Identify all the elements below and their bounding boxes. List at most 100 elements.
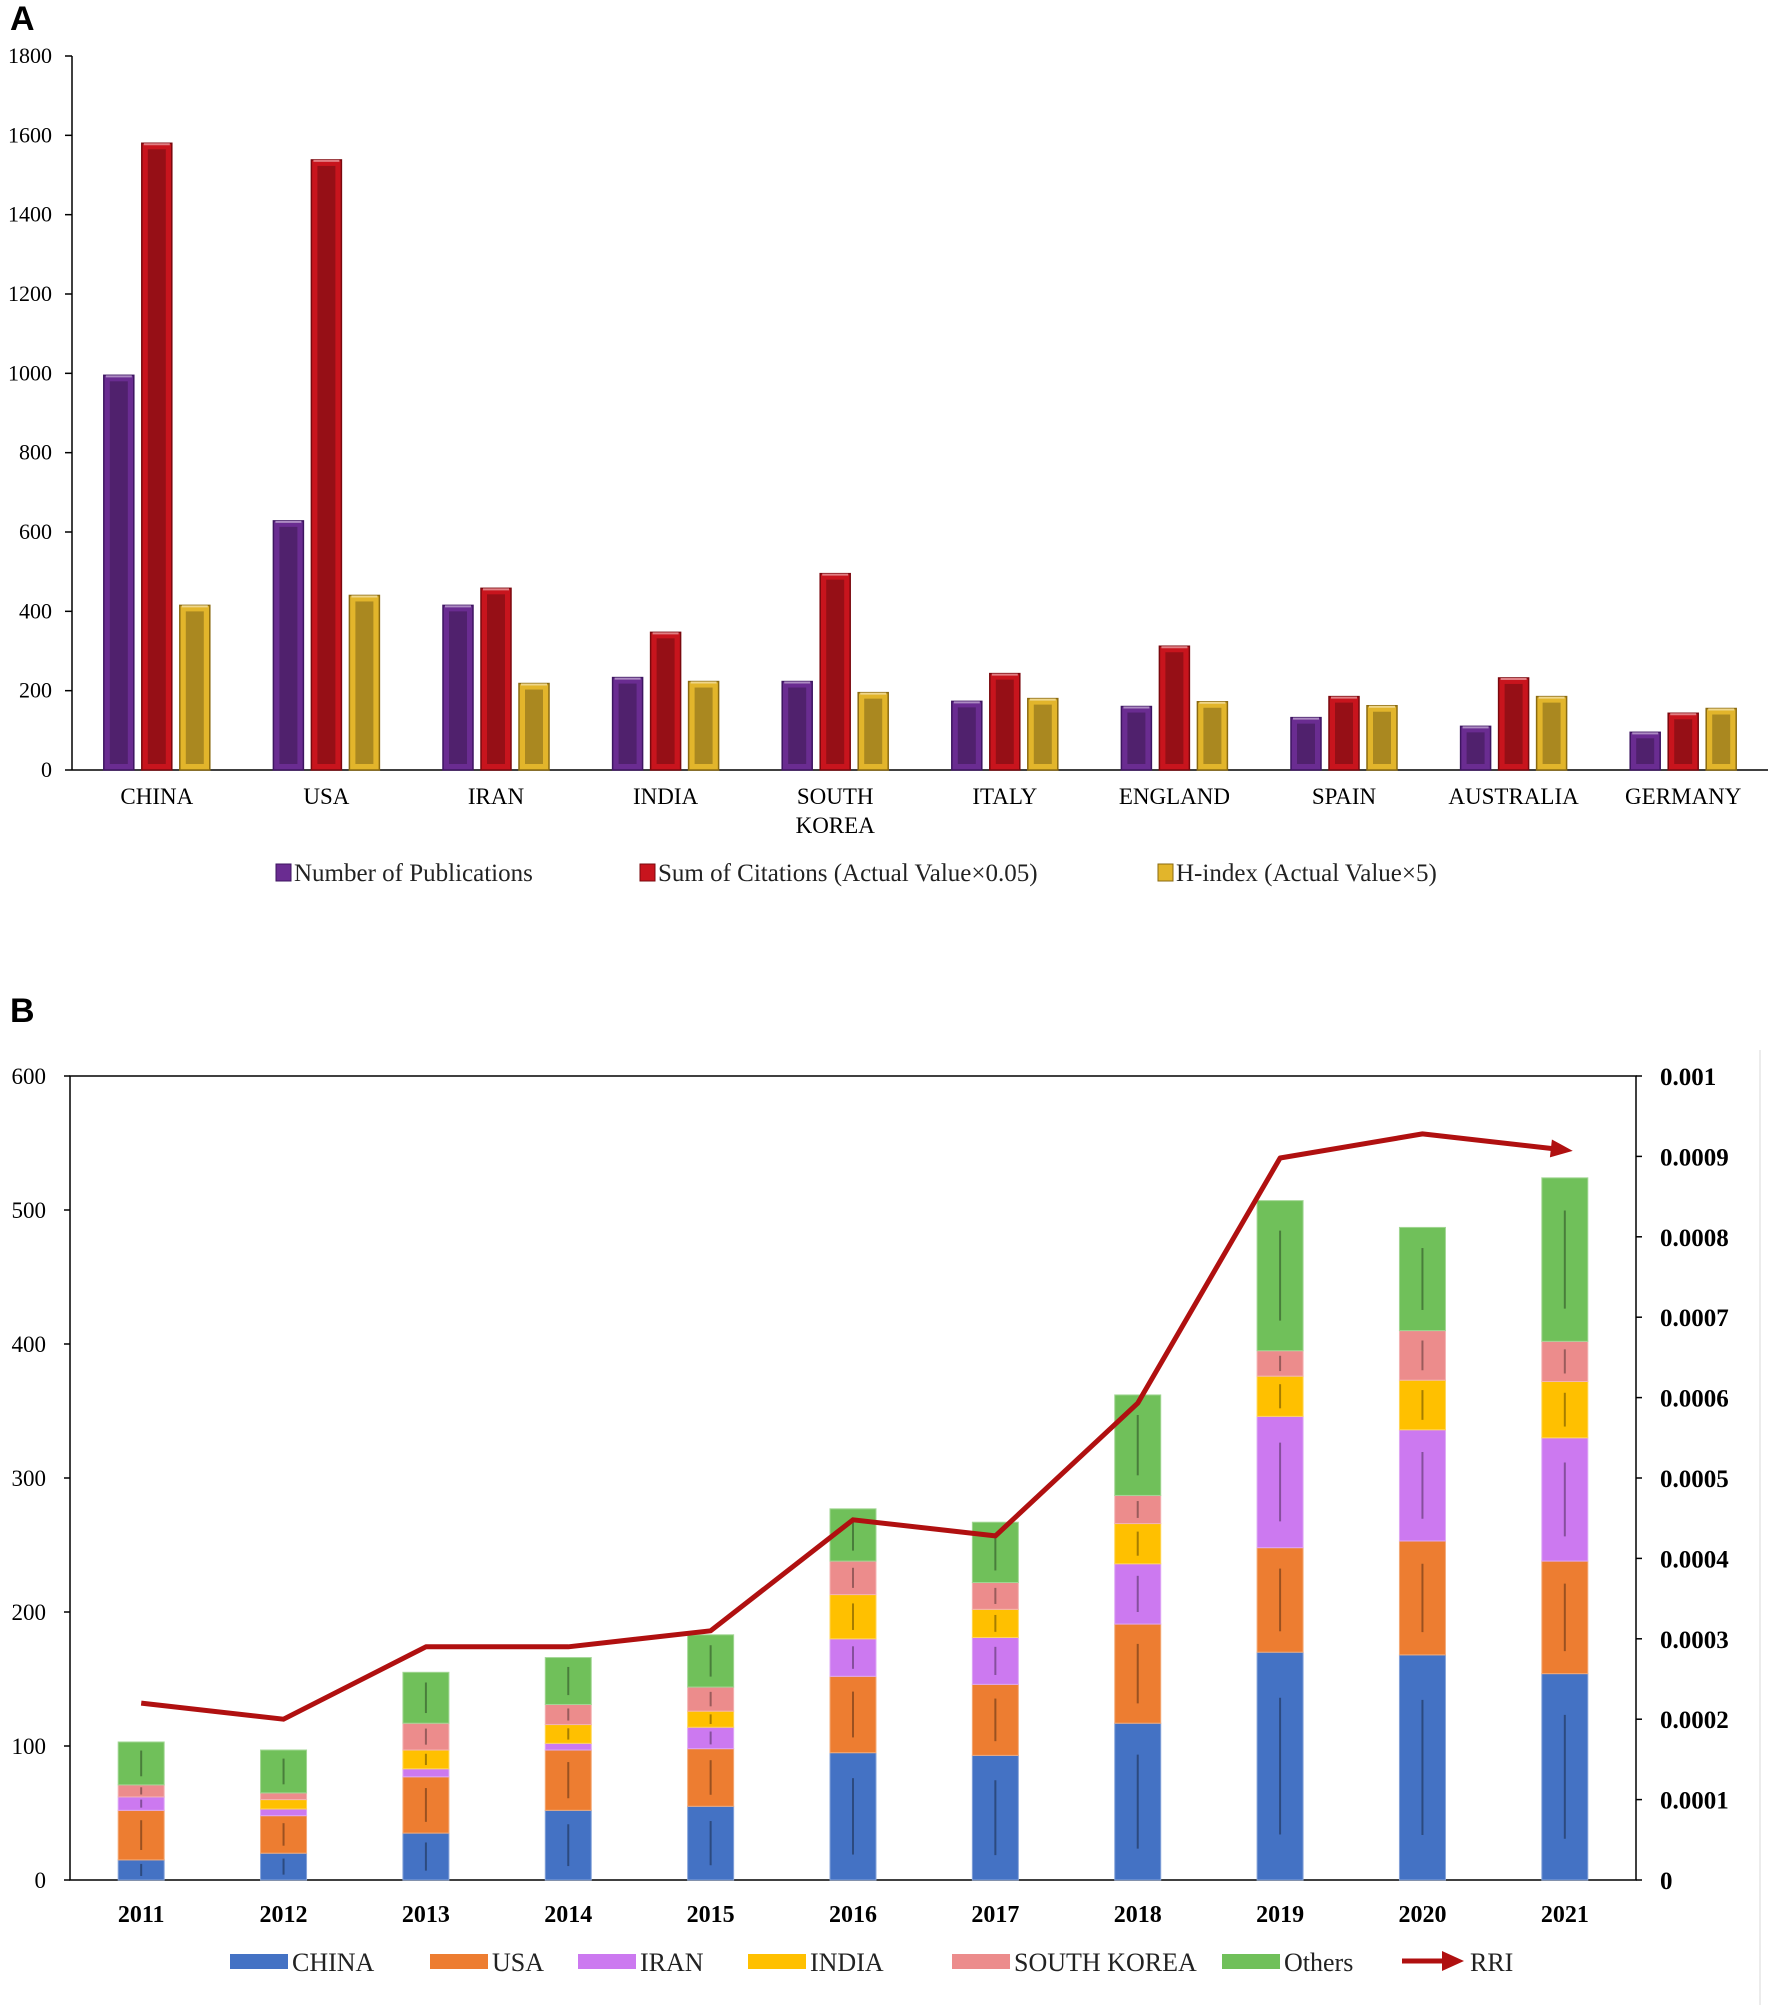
y2-tick-label: 0 bbox=[1660, 1868, 1673, 1895]
stack-segment bbox=[402, 1768, 450, 1778]
y-tick-label: 200 bbox=[19, 678, 52, 703]
bar-bevel bbox=[147, 149, 166, 764]
bar-bevel bbox=[1712, 714, 1731, 764]
x-tick-label: 2012 bbox=[260, 1902, 308, 1928]
bar-bevel bbox=[1504, 683, 1523, 764]
stack-segment bbox=[829, 1752, 877, 1881]
y-tick-label: 100 bbox=[12, 1734, 47, 1759]
bar-bevel bbox=[788, 687, 807, 764]
legend-label: SOUTH KOREA bbox=[1014, 1948, 1197, 1977]
x-tick-label: 2019 bbox=[1256, 1902, 1304, 1928]
bar-bevel bbox=[995, 679, 1014, 764]
bar-bevel bbox=[656, 638, 675, 764]
bar-bevel bbox=[185, 611, 204, 764]
bar-bevel bbox=[1203, 707, 1222, 764]
rri-arrowhead bbox=[1549, 1139, 1573, 1158]
legend-swatch bbox=[230, 1954, 288, 1969]
stack-segment bbox=[687, 1634, 735, 1688]
legend-label: Number of Publications bbox=[294, 860, 533, 887]
bar-bevel bbox=[279, 526, 298, 764]
x-tick-label: 2014 bbox=[544, 1902, 592, 1928]
legend-label: Others bbox=[1284, 1948, 1353, 1977]
legend-rri-arrowhead bbox=[1442, 1951, 1464, 1971]
panel-b-label: B bbox=[10, 992, 35, 1030]
bar-bevel bbox=[1127, 712, 1146, 764]
legend-swatch bbox=[1222, 1954, 1280, 1969]
legend-swatch bbox=[639, 863, 656, 882]
bar-bevel bbox=[1466, 732, 1485, 764]
y-tick-label: 200 bbox=[12, 1600, 47, 1625]
bar-bevel bbox=[1165, 652, 1184, 764]
y-tick-label: 0 bbox=[41, 757, 52, 782]
legend-label: USA bbox=[492, 1948, 544, 1977]
y-tick-label: 1000 bbox=[8, 360, 52, 385]
legend-swatch bbox=[748, 1954, 806, 1969]
y2-tick-label: 0.0004 bbox=[1660, 1546, 1729, 1573]
y2-tick-label: 0.0008 bbox=[1660, 1225, 1729, 1252]
y-tick-label: 600 bbox=[12, 1064, 47, 1089]
legend-swatch bbox=[952, 1954, 1010, 1969]
y-tick-label: 800 bbox=[19, 440, 52, 465]
x-tick-label: IRAN bbox=[468, 784, 525, 809]
y2-tick-label: 0.0002 bbox=[1660, 1707, 1729, 1734]
legend-swatch bbox=[430, 1954, 488, 1969]
bar-bevel bbox=[618, 683, 637, 764]
bar-bevel bbox=[1297, 723, 1315, 764]
x-tick-label: AUSTRALIA bbox=[1448, 784, 1579, 809]
y2-tick-label: 0.001 bbox=[1660, 1064, 1716, 1091]
y2-tick-label: 0.0007 bbox=[1660, 1305, 1729, 1332]
legend-label: CHINA bbox=[292, 1948, 375, 1977]
x-tick-label: 2020 bbox=[1398, 1902, 1446, 1928]
x-tick-label: 2016 bbox=[829, 1902, 877, 1928]
x-tick-label: SOUTH bbox=[797, 784, 874, 809]
x-tick-label: SPAIN bbox=[1312, 784, 1377, 809]
y-tick-label: 1200 bbox=[8, 281, 52, 306]
y-tick-label: 1400 bbox=[8, 202, 52, 227]
x-tick-label: GERMANY bbox=[1625, 784, 1742, 809]
bar-bevel bbox=[449, 611, 467, 764]
legend-label: RRI bbox=[1470, 1948, 1513, 1977]
legend-label: H-index (Actual Value×5) bbox=[1176, 860, 1437, 887]
x-tick-label: CHINA bbox=[120, 784, 193, 809]
bar-bevel bbox=[1373, 711, 1391, 764]
stack-segment bbox=[687, 1686, 735, 1712]
bar-bevel bbox=[317, 165, 336, 765]
legend-label: Sum of Citations (Actual Value×0.05) bbox=[658, 860, 1038, 887]
y-tick-label: 1800 bbox=[8, 43, 52, 68]
bar-bevel bbox=[957, 707, 976, 764]
stack-segment bbox=[260, 1792, 308, 1801]
x-tick-label: 2018 bbox=[1114, 1902, 1162, 1928]
x-tick-label: 2021 bbox=[1541, 1902, 1589, 1928]
stack-segment bbox=[544, 1749, 592, 1811]
bar-bevel bbox=[864, 698, 883, 764]
x-tick-label: KOREA bbox=[796, 813, 876, 838]
bar-bevel bbox=[525, 689, 543, 764]
x-tick-label: ENGLAND bbox=[1119, 784, 1230, 809]
bar-bevel bbox=[109, 381, 128, 764]
y-tick-label: 400 bbox=[12, 1332, 47, 1357]
y-tick-label: 600 bbox=[19, 519, 52, 544]
x-tick-label: 2013 bbox=[402, 1902, 450, 1928]
stack-segment bbox=[544, 1742, 592, 1751]
chart-a: 0 200 400 600 800 1000 1200 1400 1600 1800 CHINA US… bbox=[8, 43, 1768, 887]
legend-swatch bbox=[1157, 863, 1174, 882]
stack-segment bbox=[260, 1808, 308, 1817]
y2-tick-label: 0.0003 bbox=[1660, 1627, 1729, 1654]
rri-line bbox=[140, 1131, 1566, 1722]
y2-tick-label: 0.0009 bbox=[1660, 1144, 1729, 1171]
bar-bevel bbox=[1674, 719, 1693, 764]
stack-segment bbox=[117, 1809, 165, 1861]
bar-bevel bbox=[1636, 738, 1655, 764]
x-tick-label: 2017 bbox=[971, 1902, 1019, 1928]
bar-bevel bbox=[826, 579, 845, 764]
bar-bevel bbox=[1335, 702, 1353, 764]
legend-label: IRAN bbox=[640, 1948, 704, 1977]
x-tick-label: 2011 bbox=[118, 1902, 165, 1928]
x-tick-label: INDIA bbox=[633, 784, 699, 809]
bar-bevel bbox=[1033, 704, 1052, 764]
y-tick-label: 400 bbox=[19, 598, 52, 623]
legend-label: INDIA bbox=[810, 1948, 884, 1977]
bar-bevel bbox=[487, 594, 505, 764]
y-tick-label: 500 bbox=[12, 1198, 47, 1223]
